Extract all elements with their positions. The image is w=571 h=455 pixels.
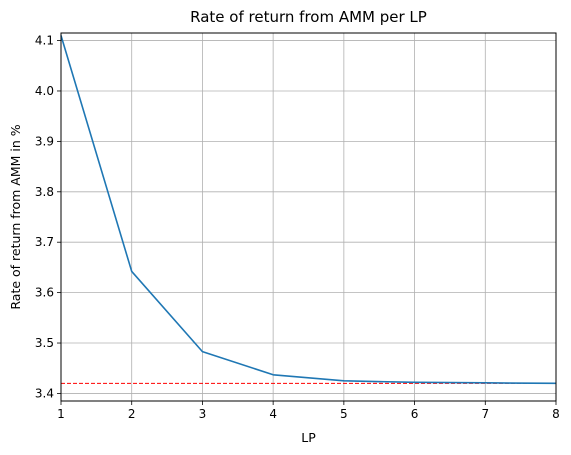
series-layer: [60, 35, 557, 385]
y-tick-label: 3.9: [35, 134, 54, 148]
x-tick-label: 1: [57, 407, 65, 421]
x-tick-label: 3: [199, 407, 207, 421]
y-tick-label: 3.5: [35, 336, 54, 350]
x-tick-label: 5: [340, 407, 348, 421]
x-tick-label: 2: [128, 407, 136, 421]
y-tick-label: 4.1: [35, 34, 54, 48]
y-axis: 3.4 3.5 3.6 3.7 3.8 3.9 4.0 4.1: [35, 34, 61, 400]
y-axis-title: Rate of return from AMM in %: [8, 124, 23, 309]
plot-frame: [60, 32, 557, 402]
y-tick-label: 3.8: [35, 185, 54, 199]
series-line: [60, 35, 557, 385]
y-tick-label: 3.4: [35, 386, 54, 400]
x-tick-label: 7: [481, 407, 489, 421]
y-tick-label: 3.7: [35, 235, 54, 249]
y-tick-label: 3.6: [35, 286, 54, 300]
chart-title: Rate of return from AMM per LP: [190, 8, 427, 26]
x-axis: 1 2 3 4 5 6 7 8: [57, 401, 560, 421]
x-tick-label: 6: [411, 407, 419, 421]
x-tick-label: 4: [269, 407, 277, 421]
y-tick-label: 4.0: [35, 84, 54, 98]
x-axis-title: LP: [301, 430, 316, 445]
x-tick-label: 8: [552, 407, 560, 421]
